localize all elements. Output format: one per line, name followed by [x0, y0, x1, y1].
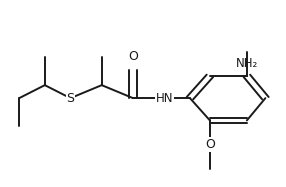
Text: HN: HN [156, 92, 173, 105]
Text: O: O [128, 50, 138, 63]
Text: O: O [205, 138, 215, 151]
Text: S: S [66, 92, 74, 105]
Text: NH₂: NH₂ [236, 57, 258, 70]
